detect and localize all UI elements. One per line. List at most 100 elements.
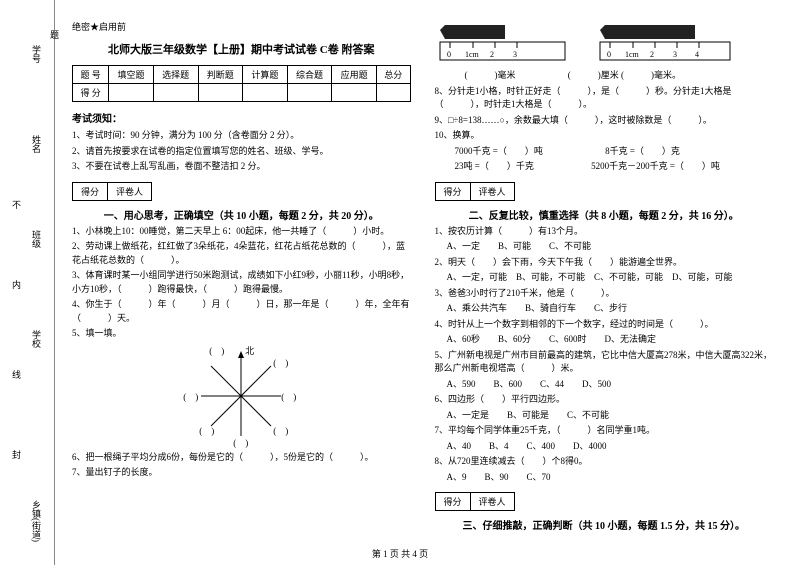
- s2q4o: A、60秒 B、60分 C、600时 D、无法确定: [435, 333, 774, 347]
- q3: 3、体育课时某一小组同学进行50米跑测试，成绩如下小红9秒，小丽11秒，小明8秒…: [72, 269, 411, 296]
- notice-3: 3、不要在试卷上乱写乱画，卷面不整洁扣 2 分。: [72, 160, 411, 173]
- grader-label: 评卷人: [108, 183, 151, 200]
- convert-row2: 23吨 =（ ）千克 5200千克－200千克 =（ ）吨: [435, 160, 774, 174]
- score-header-row: 题 号 填空题 选择题 判断题 计算题 综合题 应用题 总分: [73, 66, 411, 84]
- q10: 10、换算。: [435, 129, 774, 143]
- compass-sw: ( ): [199, 424, 214, 437]
- section1-title: 一、用心思考，正确填空（共 10 小题，每题 2 分，共 20 分）。: [72, 207, 411, 222]
- margin-label-name: 姓名: [30, 135, 43, 153]
- svg-text:2: 2: [490, 50, 494, 59]
- s2q2: 2、明天（ ）会下雨，今天下午我（ ）能游遍全世界。: [435, 256, 774, 270]
- svg-text:3: 3: [673, 50, 677, 59]
- page-footer: 第 1 页 共 4 页: [0, 547, 800, 560]
- section3-score-box: 得分 评卷人: [435, 492, 515, 511]
- s2q4: 4、时针从上一个数字到相邻的下一个数字，经过的时间是（ ）。: [435, 318, 774, 332]
- secrecy-tag: 绝密★启用前: [72, 20, 411, 33]
- right-column: 0 1cm 2 3 0 1cm 2 3 4 ( )毫米 ( )厘米 ( )毫米。 8、分针…: [423, 20, 786, 540]
- compass-s: ( ): [233, 436, 248, 449]
- margin-label-town: 乡镇(街道): [30, 500, 43, 542]
- compass-e: ( ): [281, 390, 296, 403]
- seal-mark-nei: 内: [10, 280, 23, 289]
- compass-se: ( ): [273, 424, 288, 437]
- section2-title: 二、反复比较，慎重选择（共 8 小题，每题 2 分，共 16 分）。: [435, 207, 774, 222]
- score-label: 得分: [73, 183, 108, 200]
- s2q3: 3、爸爸3小时行了210千米，他是（ ）。: [435, 287, 774, 301]
- notice-title: 考试须知：: [72, 110, 411, 125]
- q9: 9、□÷8=138……○，余数最大填（ ），这时被除数是（ ）。: [435, 114, 774, 128]
- convert-row1: 7000千克 =（ ）吨 8千克 =（ ）克: [435, 145, 774, 159]
- q7: 7、量出钉子的长度。: [72, 466, 411, 480]
- score-value-row: 得 分: [73, 84, 411, 102]
- col-judge: 判断题: [198, 66, 243, 84]
- s2q8: 8、从720里连续减去（ ）个8得0。: [435, 455, 774, 469]
- notice-2: 2、请首先按要求在试卷的指定位置填写您的姓名、班级、学号。: [72, 145, 411, 158]
- conv-2b: 5200千克－200千克 =（ ）吨: [591, 161, 720, 171]
- svg-text:2: 2: [650, 50, 654, 59]
- compass-w: ( ): [183, 390, 198, 403]
- ruler-1: 0 1cm 2 3: [435, 20, 575, 65]
- q5: 5、填一填。: [72, 327, 411, 341]
- col-app: 应用题: [332, 66, 377, 84]
- grader-label-2: 评卷人: [471, 183, 514, 200]
- ruler-ans-1: ( )毫米: [465, 70, 516, 80]
- svg-text:1cm: 1cm: [465, 50, 480, 59]
- score-label-2: 得分: [436, 183, 471, 200]
- ruler-row: 0 1cm 2 3 0 1cm 2 3 4: [435, 20, 774, 65]
- exam-title: 北师大版三年级数学【上册】期中考试试卷 C卷 附答案: [72, 41, 411, 57]
- s2q3o: A、乘公共汽车 B、骑自行车 C、步行: [435, 302, 774, 316]
- binding-margin: 学号 姓名 班级 学校 乡镇(街道) 内 线 封 题 不: [0, 0, 55, 565]
- row-label: 得 分: [73, 84, 109, 102]
- seal-mark-xian: 线: [10, 370, 23, 379]
- q6: 6、把一根绳子平均分成6份，每份是它的（ ），5份是它的（ ）。: [72, 451, 411, 465]
- conv-2a: 23吨 =（ ）千克: [455, 161, 534, 171]
- svg-text:4: 4: [695, 50, 699, 59]
- svg-text:0: 0: [607, 50, 611, 59]
- col-calc: 计算题: [243, 66, 288, 84]
- margin-label-school: 学校: [30, 330, 43, 348]
- score-table: 题 号 填空题 选择题 判断题 计算题 综合题 应用题 总分 得 分: [72, 65, 411, 102]
- compass-diagram: 北 ( ) ( ) ( ) ( ) ( ) ( ) ( ): [181, 346, 301, 446]
- seal-mark-bu: 不: [10, 200, 23, 209]
- seal-mark-feng: 封: [10, 450, 23, 459]
- conv-1a: 7000千克 =（ ）吨: [455, 146, 543, 156]
- compass-north: 北: [245, 344, 254, 357]
- q1: 1、小林晚上10：00睡觉，第二天早上 6：00起床，他一共睡了（ ）小时。: [72, 225, 411, 239]
- compass-nw: ( ): [209, 344, 224, 357]
- grader-label-3: 评卷人: [471, 493, 514, 510]
- s2q1: 1、按农历计算（ ）有13个月。: [435, 225, 774, 239]
- s2q6: 6、四边形（ ）平行四边形。: [435, 393, 774, 407]
- q4: 4、你生于（ ）年（ ）月（ ）日，那一年是（ ）年，全年有（ ）天。: [72, 298, 411, 325]
- page-content: 绝密★启用前 北师大版三年级数学【上册】期中考试试卷 C卷 附答案 题 号 填空…: [0, 0, 800, 540]
- col-comp: 综合题: [287, 66, 332, 84]
- s2q7o: A、40 B、4 C、400 D、4000: [435, 440, 774, 454]
- s2q6o: A、一定是 B、可能是 C、不可能: [435, 409, 774, 423]
- section1-score-box: 得分 评卷人: [72, 182, 152, 201]
- margin-label-class: 班级: [30, 230, 43, 248]
- s2q2o: A、一定，可能 B、可能，不可能 C、不可能，可能 D、可能，可能: [435, 271, 774, 285]
- col-fill: 填空题: [109, 66, 154, 84]
- notice-1: 1、考试时间：90 分钟，满分为 100 分（含卷面分 2 分）。: [72, 129, 411, 142]
- s2q1o: A、一定 B、可能 C、不可能: [435, 240, 774, 254]
- ruler-answers: ( )毫米 ( )厘米 ( )毫米。: [435, 69, 774, 83]
- score-label-3: 得分: [436, 493, 471, 510]
- ruler-2: 0 1cm 2 3 4: [595, 20, 735, 65]
- col-choice: 选择题: [153, 66, 198, 84]
- seal-mark-ti: 题: [48, 30, 61, 39]
- compass-ne: ( ): [273, 356, 288, 369]
- s2q7: 7、平均每个同学体重25千克，（ ）名同学重1吨。: [435, 424, 774, 438]
- margin-label-id: 学号: [30, 45, 43, 63]
- left-column: 绝密★启用前 北师大版三年级数学【上册】期中考试试卷 C卷 附答案 题 号 填空…: [60, 20, 423, 540]
- col-total: 总分: [377, 66, 411, 84]
- s2q8o: A、9 B、90 C、70: [435, 471, 774, 485]
- svg-text:0: 0: [447, 50, 451, 59]
- s2q5: 5、广州新电视是广州市目前最高的建筑，它比中信大厦高278米，中信大厦高322米…: [435, 349, 774, 376]
- s2q5o: A、590 B、600 C、44 D、500: [435, 378, 774, 392]
- section3-title: 三、仔细推敲，正确判断（共 10 小题，每题 1.5 分，共 15 分）。: [435, 517, 774, 532]
- col-num: 题 号: [73, 66, 109, 84]
- ruler-ans-2: ( )厘米 ( )毫米。: [568, 70, 681, 80]
- svg-text:1cm: 1cm: [625, 50, 640, 59]
- q2: 2、劳动课上做纸花，红红做了3朵纸花，4朵蓝花，红花占纸花总数的（ ），蓝花占纸…: [72, 240, 411, 267]
- q8: 8、分针走1小格，时针正好走（ ），是（ ）秒。分针走1大格是（ ），时针走1大…: [435, 85, 774, 112]
- section2-score-box: 得分 评卷人: [435, 182, 515, 201]
- svg-text:3: 3: [513, 50, 517, 59]
